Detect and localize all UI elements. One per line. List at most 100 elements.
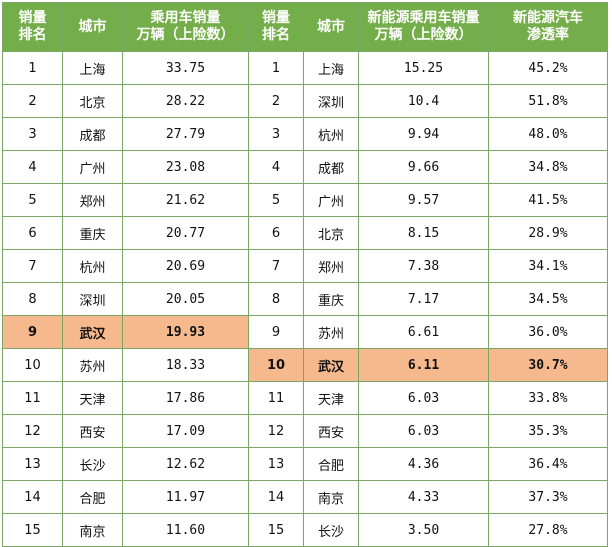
right-rank-cell: 4 <box>248 150 304 184</box>
right-rank-cell: 5 <box>248 183 304 217</box>
right-city-cell: 苏州 <box>303 315 359 349</box>
left-city-cell: 武汉 <box>62 315 123 349</box>
left-city-cell: 郑州 <box>62 183 123 217</box>
table-row: 8 深圳 20.05 8 重庆 7.17 34.5% <box>2 282 608 316</box>
right-city-cell: 重庆 <box>303 282 359 316</box>
left-city-cell: 成都 <box>62 117 123 151</box>
left-city-cell: 广州 <box>62 150 123 184</box>
penetration-cell: 36.4% <box>488 447 608 481</box>
left-city-cell: 西安 <box>62 414 123 448</box>
right-city-cell: 北京 <box>303 216 359 250</box>
left-city-cell: 深圳 <box>62 282 123 316</box>
table-row: 7 杭州 20.69 7 郑州 7.38 34.1% <box>2 249 608 283</box>
table-row: 4 广州 23.08 4 成都 9.66 34.8% <box>2 150 608 184</box>
right-sales-cell: 3.50 <box>358 513 489 547</box>
header-sales-left: 乘用车销量 万辆（上险数） <box>122 2 249 52</box>
left-rank-cell: 5 <box>2 183 63 217</box>
right-rank-cell: 2 <box>248 84 304 118</box>
left-city-cell: 杭州 <box>62 249 123 283</box>
penetration-cell: 27.8% <box>488 513 608 547</box>
left-city-cell: 长沙 <box>62 447 123 481</box>
right-city-cell: 长沙 <box>303 513 359 547</box>
table-row: 13 长沙 12.62 13 合肥 4.36 36.4% <box>2 447 608 481</box>
left-rank-cell: 7 <box>2 249 63 283</box>
penetration-cell: 33.8% <box>488 381 608 415</box>
left-sales-cell: 11.60 <box>122 513 249 547</box>
left-rank-cell: 10 <box>2 348 63 382</box>
header-city-right: 城市 <box>303 2 359 52</box>
table-row: 1 上海 33.75 1 上海 15.25 45.2% <box>2 51 608 85</box>
right-rank-cell: 14 <box>248 480 304 514</box>
right-sales-cell: 15.25 <box>358 51 489 85</box>
right-city-cell: 广州 <box>303 183 359 217</box>
table-row: 5 郑州 21.62 5 广州 9.57 41.5% <box>2 183 608 217</box>
table-row: 2 北京 28.22 2 深圳 10.4 51.8% <box>2 84 608 118</box>
header-sales-right: 新能源乘用车销量 万辆（上险数） <box>358 2 489 52</box>
left-rank-cell: 9 <box>2 315 63 349</box>
left-sales-cell: 19.93 <box>122 315 249 349</box>
penetration-cell: 30.7% <box>488 348 608 382</box>
right-rank-cell: 12 <box>248 414 304 448</box>
penetration-cell: 28.9% <box>488 216 608 250</box>
left-rank-cell: 14 <box>2 480 63 514</box>
penetration-cell: 45.2% <box>488 51 608 85</box>
header-rank-left: 销量 排名 <box>2 2 63 52</box>
right-city-cell: 西安 <box>303 414 359 448</box>
right-sales-cell: 6.03 <box>358 414 489 448</box>
left-sales-cell: 33.75 <box>122 51 249 85</box>
table-row: 12 西安 17.09 12 西安 6.03 35.3% <box>2 414 608 448</box>
right-sales-cell: 6.11 <box>358 348 489 382</box>
left-sales-cell: 27.79 <box>122 117 249 151</box>
left-sales-cell: 12.62 <box>122 447 249 481</box>
left-city-cell: 苏州 <box>62 348 123 382</box>
left-rank-cell: 6 <box>2 216 63 250</box>
left-sales-cell: 21.62 <box>122 183 249 217</box>
table-row: 6 重庆 20.77 6 北京 8.15 28.9% <box>2 216 608 250</box>
penetration-cell: 48.0% <box>488 117 608 151</box>
right-city-cell: 天津 <box>303 381 359 415</box>
right-sales-cell: 9.57 <box>358 183 489 217</box>
left-sales-cell: 20.69 <box>122 249 249 283</box>
penetration-cell: 34.5% <box>488 282 608 316</box>
right-city-cell: 武汉 <box>303 348 359 382</box>
left-sales-cell: 20.05 <box>122 282 249 316</box>
right-rank-cell: 1 <box>248 51 304 85</box>
left-rank-cell: 11 <box>2 381 63 415</box>
right-sales-cell: 6.03 <box>358 381 489 415</box>
left-city-cell: 天津 <box>62 381 123 415</box>
right-rank-cell: 9 <box>248 315 304 349</box>
penetration-cell: 35.3% <box>488 414 608 448</box>
right-rank-cell: 7 <box>248 249 304 283</box>
left-rank-cell: 12 <box>2 414 63 448</box>
left-sales-cell: 18.33 <box>122 348 249 382</box>
left-sales-cell: 28.22 <box>122 84 249 118</box>
left-sales-cell: 17.86 <box>122 381 249 415</box>
table-row: 3 成都 27.79 3 杭州 9.94 48.0% <box>2 117 608 151</box>
right-city-cell: 南京 <box>303 480 359 514</box>
header-city-left: 城市 <box>62 2 123 52</box>
right-rank-cell: 10 <box>248 348 304 382</box>
right-rank-cell: 15 <box>248 513 304 547</box>
right-city-cell: 合肥 <box>303 447 359 481</box>
right-sales-cell: 9.94 <box>358 117 489 151</box>
right-city-cell: 杭州 <box>303 117 359 151</box>
left-sales-cell: 11.97 <box>122 480 249 514</box>
right-rank-cell: 11 <box>248 381 304 415</box>
right-sales-cell: 4.36 <box>358 447 489 481</box>
header-rank-right: 销量 排名 <box>248 2 304 52</box>
penetration-cell: 51.8% <box>488 84 608 118</box>
left-city-cell: 北京 <box>62 84 123 118</box>
left-sales-cell: 20.77 <box>122 216 249 250</box>
right-sales-cell: 7.38 <box>358 249 489 283</box>
left-sales-cell: 23.08 <box>122 150 249 184</box>
right-sales-cell: 9.66 <box>358 150 489 184</box>
left-rank-cell: 13 <box>2 447 63 481</box>
left-sales-cell: 17.09 <box>122 414 249 448</box>
table-row: 9 武汉 19.93 9 苏州 6.61 36.0% <box>2 315 608 349</box>
right-rank-cell: 6 <box>248 216 304 250</box>
right-city-cell: 成都 <box>303 150 359 184</box>
left-city-cell: 合肥 <box>62 480 123 514</box>
left-rank-cell: 8 <box>2 282 63 316</box>
table-row: 11 天津 17.86 11 天津 6.03 33.8% <box>2 381 608 415</box>
